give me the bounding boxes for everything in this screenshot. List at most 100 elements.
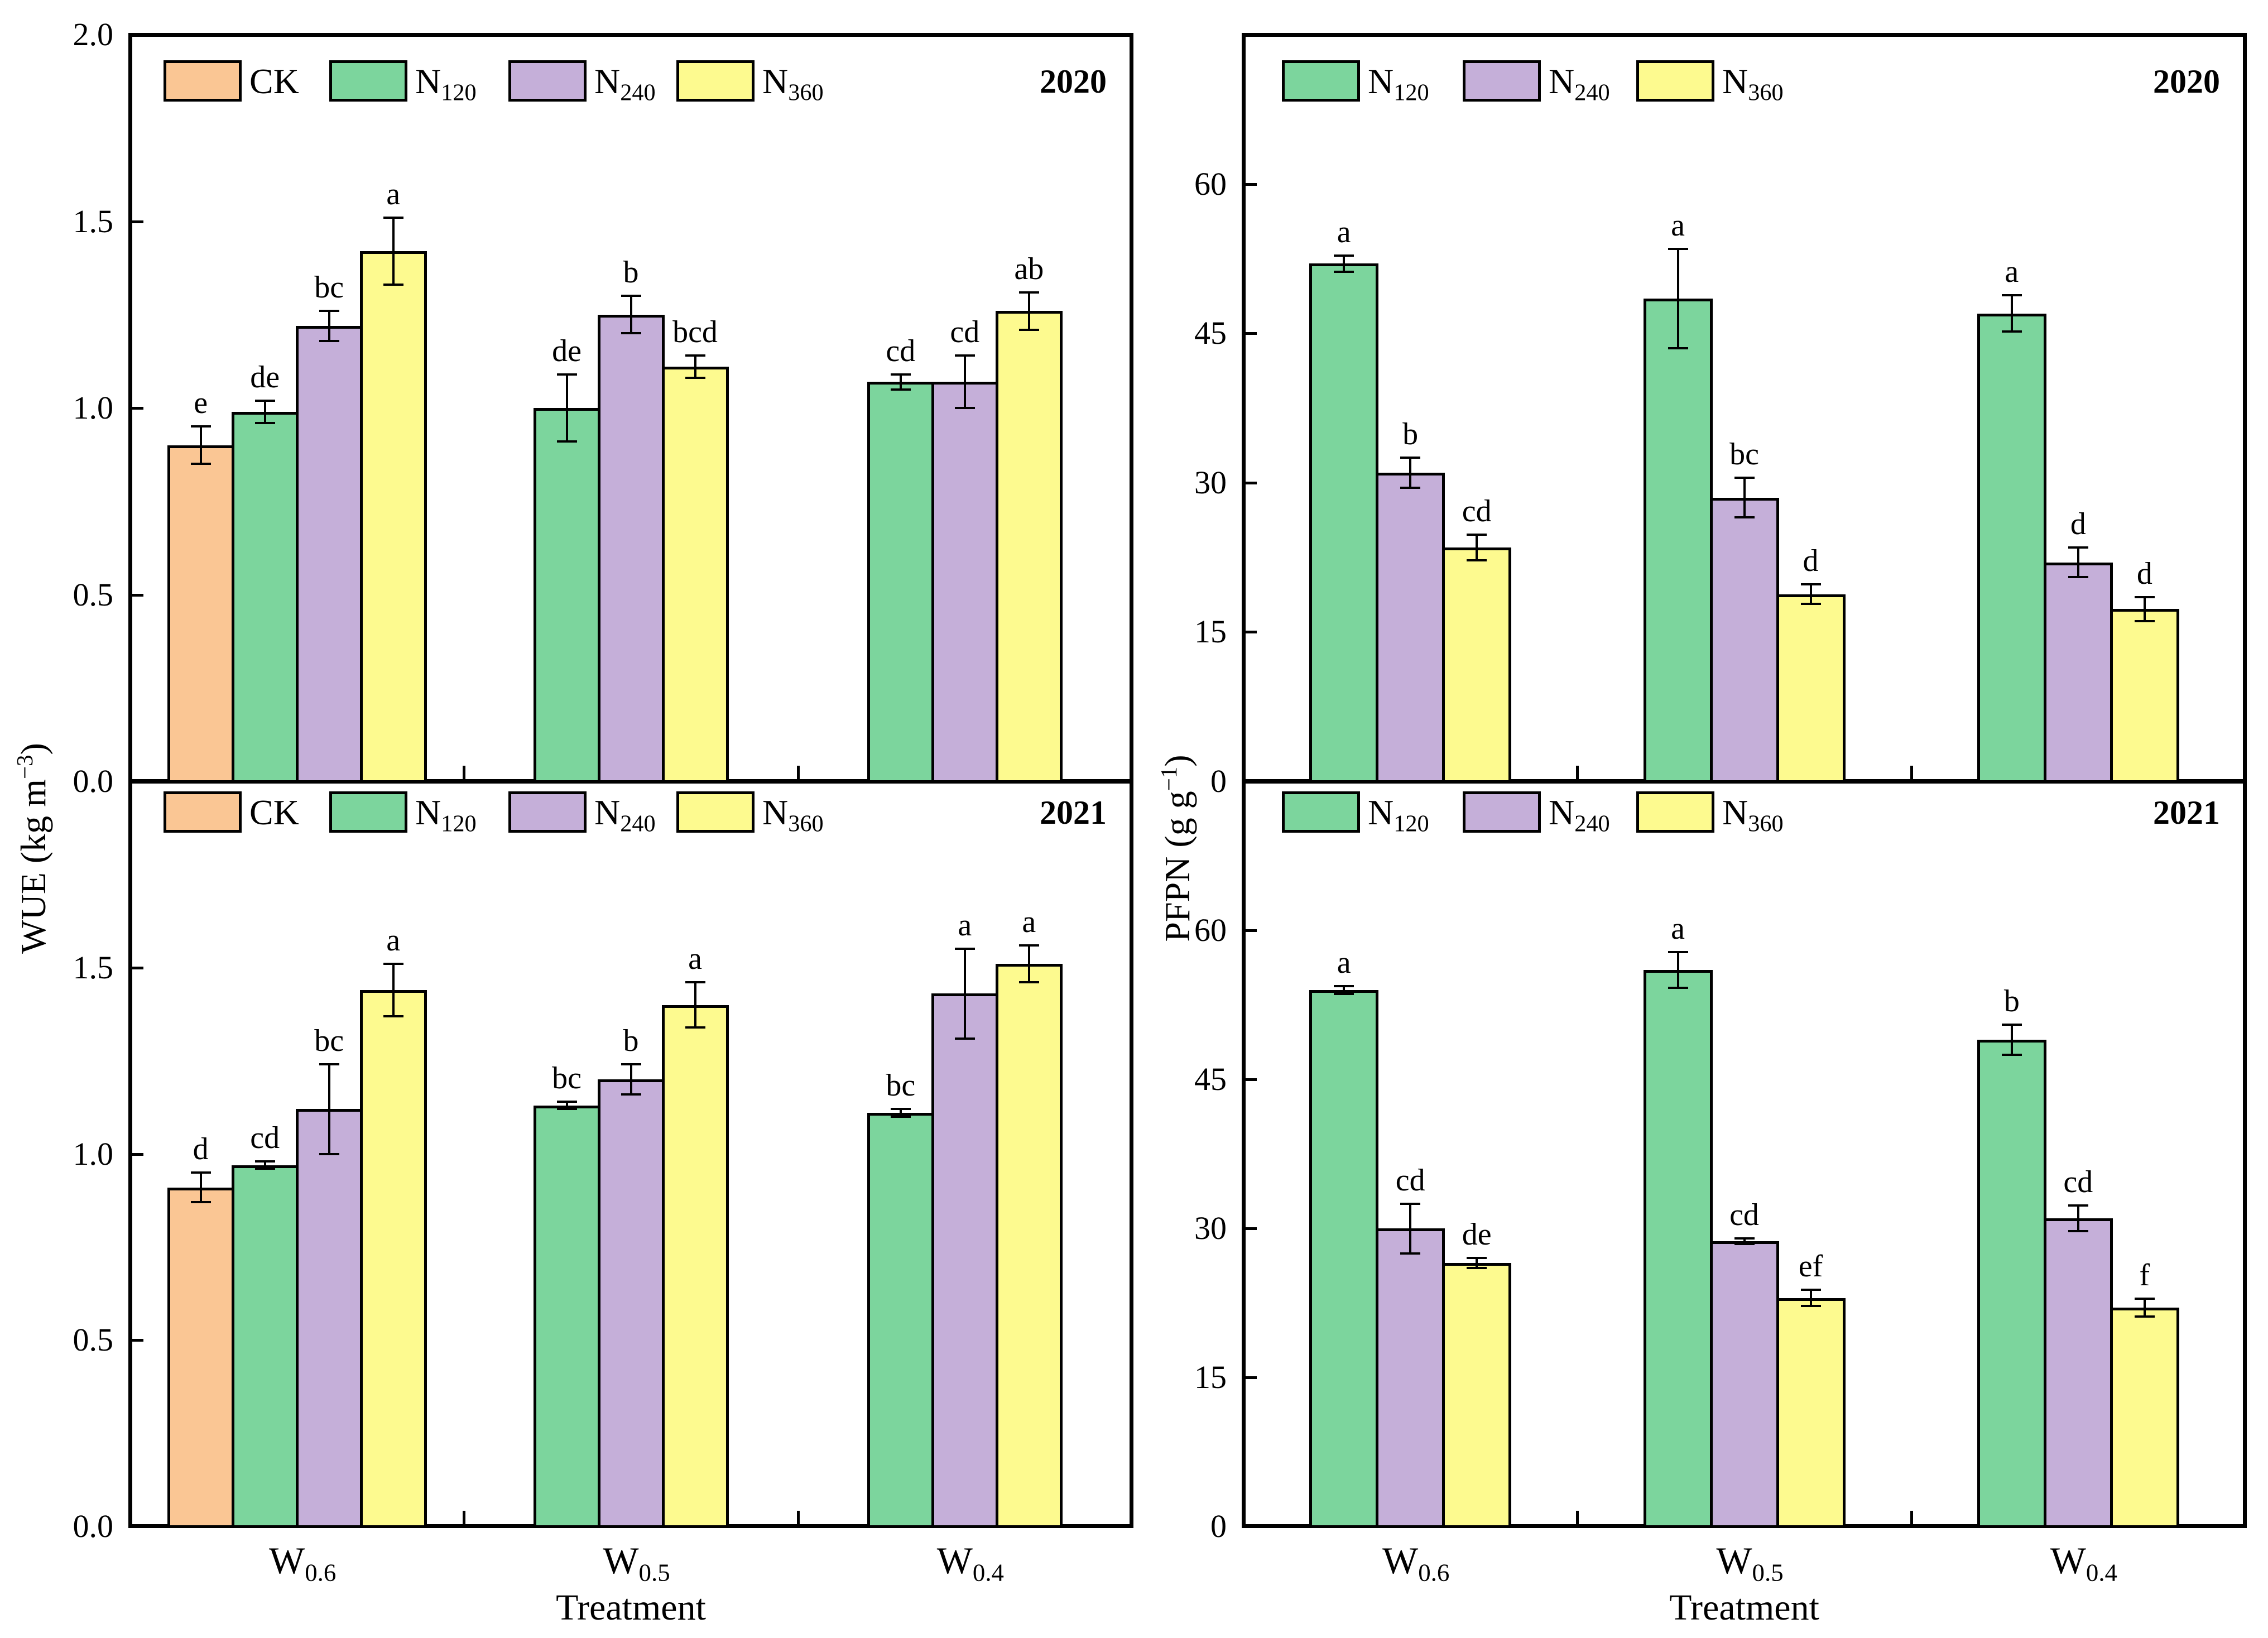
category-label-w0_6: W0.6 — [269, 1541, 336, 1585]
error-bar-cap-bottom — [1800, 1304, 1821, 1307]
legend-label-n240: N240 — [594, 795, 656, 836]
error-bar-cap-top — [2001, 1024, 2022, 1026]
error-bar-cap-top — [1018, 944, 1039, 947]
error-bar-cap-bottom — [2001, 1053, 2022, 1056]
error-bar-cap-top — [1668, 247, 1688, 250]
y-tick-label: 0.0 — [73, 1508, 114, 1544]
bar-n240-w0_5 — [1709, 1241, 1779, 1528]
y-tick — [1243, 1078, 1257, 1081]
category-label-w0_4: W0.4 — [937, 1541, 1004, 1585]
legend-label-n360: N360 — [1722, 64, 1784, 105]
error-bar-cap-bottom — [2068, 1230, 2088, 1233]
bar-n360-w0_5 — [1776, 1298, 1846, 1528]
x-boundary-tick — [1576, 1511, 1579, 1524]
error-bar-cap-top — [954, 354, 975, 357]
year-label: 2020 — [2153, 63, 2220, 100]
error-bar-cap-bottom — [685, 1026, 705, 1029]
y-tick-label: 0.5 — [73, 576, 114, 613]
sig-letter: a — [1337, 945, 1351, 980]
error-bar — [630, 1064, 632, 1094]
legend-swatch-n240 — [508, 60, 587, 102]
error-bar-cap-bottom — [556, 440, 577, 443]
sig-letter: cd — [1462, 493, 1492, 529]
error-bar — [2010, 295, 2013, 332]
error-bar-cap-top — [954, 948, 975, 950]
error-bar-cap-top — [319, 1063, 339, 1066]
bar-n360-w0_5 — [661, 1005, 729, 1528]
error-bar-cap-top — [1018, 291, 1039, 294]
error-bar-cap-bottom — [383, 284, 403, 286]
label-main: N — [1368, 792, 1394, 832]
error-bar-cap-top — [890, 1108, 911, 1111]
y-tick-label: 15 — [1194, 613, 1227, 650]
sig-letter: d — [1803, 543, 1819, 578]
label-main: W — [269, 1539, 305, 1582]
error-bar-cap-bottom — [621, 332, 641, 335]
error-bar — [1676, 248, 1679, 348]
y-tick-label: 2.0 — [73, 16, 114, 52]
legend-swatch-ck — [164, 791, 242, 833]
bar-n120-w0_4 — [867, 1113, 934, 1528]
sig-letter: d — [193, 1131, 209, 1166]
sig-letter: ab — [1014, 251, 1044, 286]
error-bar-cap-top — [1334, 984, 1354, 987]
label-subscript: 120 — [441, 79, 477, 106]
label-subscript: 0.4 — [972, 1558, 1004, 1587]
x-boundary-tick — [1910, 1511, 1913, 1524]
error-bar-cap-bottom — [319, 339, 339, 342]
sig-letter: a — [1022, 904, 1036, 939]
sig-letter: a — [688, 942, 702, 977]
error-bar — [1743, 477, 1746, 518]
y-tick — [1243, 481, 1257, 484]
label-main: N — [1368, 61, 1394, 101]
error-bar-cap-top — [2001, 294, 2022, 297]
error-bar-cap-bottom — [1018, 328, 1039, 331]
error-bar — [392, 964, 395, 1016]
error-bar — [565, 1102, 568, 1109]
label-subscript: 360 — [1748, 79, 1784, 106]
y-axis-title-text: PFPN (g g — [1157, 791, 1197, 942]
year-label: 2021 — [1040, 794, 1107, 831]
error-bar-cap-bottom — [1334, 992, 1354, 995]
sig-letter: de — [250, 359, 280, 395]
error-bar — [2010, 1025, 2013, 1055]
label-subscript: 0.4 — [2086, 1558, 2117, 1587]
legend-label-n360: N360 — [762, 795, 824, 836]
label-subscript: 0.5 — [1752, 1558, 1784, 1587]
x-boundary-tick — [463, 1511, 466, 1524]
legend-swatch-n120 — [1282, 60, 1360, 102]
x-boundary-tick — [796, 766, 800, 779]
x-boundary-tick — [1576, 766, 1579, 779]
sig-letter: cd — [250, 1120, 280, 1155]
sig-letter: de — [1462, 1217, 1492, 1252]
sig-letter: f — [2139, 1258, 2150, 1293]
legend-label-n240: N240 — [1549, 64, 1610, 105]
legend-label-n360: N360 — [1722, 795, 1784, 836]
error-bar — [1343, 256, 1346, 272]
error-bar — [328, 1064, 330, 1154]
error-bar — [2143, 1299, 2146, 1317]
error-bar-cap-top — [890, 373, 911, 376]
y-tick — [1243, 1227, 1257, 1230]
error-bar-cap-top — [621, 1063, 641, 1066]
legend-label-n360: N360 — [762, 64, 824, 105]
error-bar-cap-bottom — [1018, 981, 1039, 984]
error-bar — [2077, 1205, 2079, 1232]
sig-letter: bc — [552, 1061, 582, 1096]
error-bar — [899, 374, 902, 390]
legend-label-n120: N120 — [415, 64, 477, 105]
error-bar — [1676, 952, 1679, 988]
sig-letter: d — [2136, 556, 2152, 591]
sig-letter: cd — [2063, 1165, 2093, 1200]
error-bar-cap-top — [2134, 595, 2155, 598]
error-bar-cap-bottom — [954, 1037, 975, 1040]
y-tick-label: 1.0 — [73, 390, 114, 426]
y-tick — [1243, 929, 1257, 932]
y-axis-title-text: ) — [13, 743, 53, 755]
error-bar-cap-bottom — [1467, 559, 1487, 561]
error-bar — [630, 296, 632, 334]
y-tick — [130, 1152, 143, 1156]
error-bar-cap-top — [1400, 457, 1421, 459]
bar-n240-w0_4 — [2043, 1218, 2113, 1528]
sig-letter: bc — [1729, 436, 1759, 472]
